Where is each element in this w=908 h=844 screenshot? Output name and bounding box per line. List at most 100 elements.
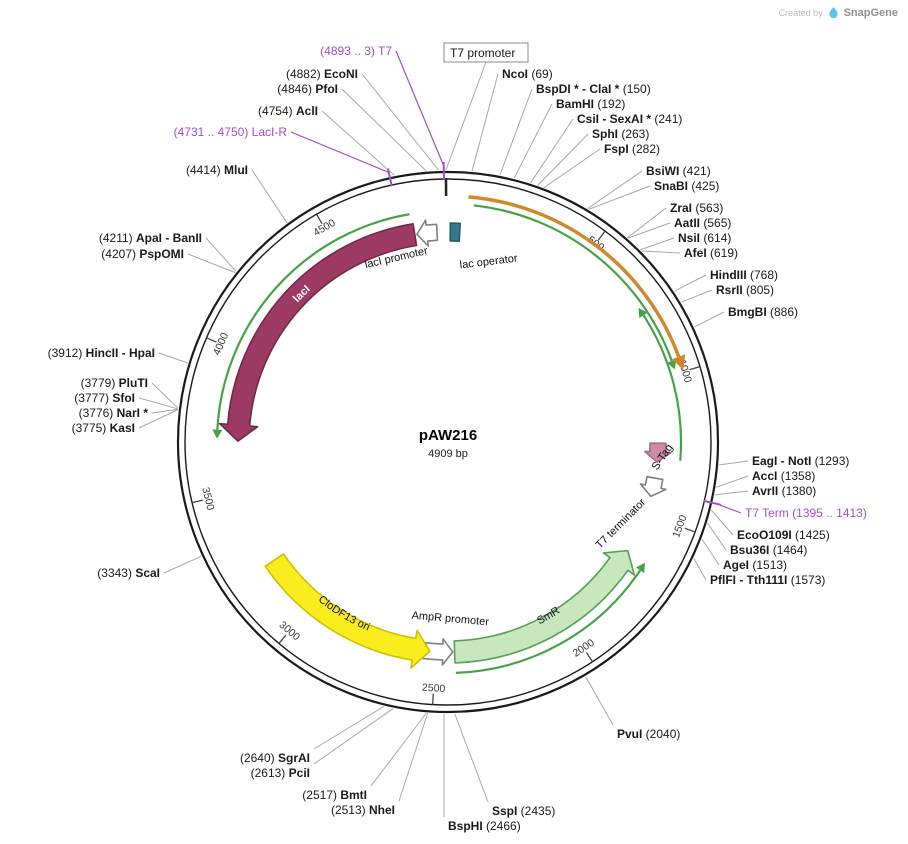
leader-sphi-263 [537,133,589,186]
leader-bsiwi-421 [587,170,643,209]
site-label-zrai-563[interactable]: ZraI (563) [670,201,723,215]
tick-label-2000: 2000 [571,637,597,660]
site-label-snabi-425[interactable]: SnaBI (425) [654,179,719,193]
backbone-inner-circle [184,178,712,706]
site-label-2640-sgrai[interactable]: (2640) SgrAI [240,751,310,765]
leader-4893-3-t7 [395,50,445,167]
site-label-3912-hincii-hpai[interactable]: (3912) HincII - HpaI [48,346,155,360]
site-label-2613-pcii[interactable]: (2613) PciI [251,766,310,780]
feature-label-ampr-promoter: AmpR promoter [411,610,490,629]
site-label-pflfi-tth111i-1573[interactable]: PflFI - Tth111I (1573) [710,573,825,587]
feature-lac-operator[interactable] [449,222,462,243]
site-label-fspi-282[interactable]: FspI (282) [604,142,660,156]
site-label-ecoo109i-1425[interactable]: EcoO109I (1425) [737,528,830,542]
feature-orf-laci-head[interactable] [212,429,223,439]
site-label-4882-econi[interactable]: (4882) EcoNI [286,67,358,81]
leader-3779-pluti [151,382,179,409]
feature-orf-forward-right-line[interactable] [473,204,673,362]
leader-bmgbi-886 [694,311,725,328]
leader-4414-mlui [251,169,288,224]
feature-orf-smr-line[interactable] [455,569,641,674]
site-label-bsphi-2466[interactable]: BspHI (2466) [448,819,521,833]
feature-s-tag[interactable] [643,442,672,463]
primer-label-4731-4750-laci-r[interactable]: (4731 .. 4750) LacI-R [174,125,288,139]
feature-label-t7-terminator: T7 terminator [594,496,649,551]
leader-t7-term-1395-1413 [716,503,742,514]
site-label-hindiii-768[interactable]: HindIII (768) [710,268,778,282]
site-label-4207-pspomi[interactable]: (4207) PspOMI [101,247,184,261]
leader-3912-hincii-hpai [158,352,188,364]
feature-orf-reverse-right-line[interactable] [642,314,683,461]
site-label-3779-pluti[interactable]: (3779) PluTI [81,376,148,390]
site-label-afei-619[interactable]: AfeI (619) [684,246,738,260]
feature-t7-terminator[interactable] [639,475,667,498]
watermark-created-by: Created by [778,8,823,18]
feature-orf-laci-line[interactable] [216,213,410,430]
site-label-rsrii-805[interactable]: RsrII (805) [716,283,774,297]
tick-4500 [315,213,323,225]
feature-orf-smr-head[interactable] [635,562,645,574]
leader-2513-nhei [398,713,429,802]
leader-avrii-1380 [714,490,749,496]
leader-ecoo109i-1425 [710,509,734,536]
leader-ncoi-69 [471,73,499,172]
site-label-csii-sexai-241[interactable]: CsiI - SexAI * (241) [577,112,682,126]
site-label-sphi-263[interactable]: SphI (263) [592,127,649,141]
site-label-4754-acli[interactable]: (4754) AclI [258,104,318,118]
site-label-t7-promoter[interactable]: T7 promoter [450,46,515,60]
tick-3000 [278,634,287,644]
site-label-eagi-noti-1293[interactable]: EagI - NotI (1293) [752,454,849,468]
leader-acci-1358 [716,475,749,488]
feature-gene-arc-orange-head[interactable] [672,354,686,370]
tick-label-3500: 3500 [199,486,216,512]
feature-laci[interactable] [218,222,418,442]
leader-bsu36i-1464 [707,522,727,551]
leader-4882-econi [361,73,439,171]
leader-pvui-2040 [585,676,614,726]
site-label-3777-sfoi[interactable]: (3777) SfoI [74,391,135,405]
site-label-bsiwi-421[interactable]: BsiWI (421) [646,164,711,178]
site-label-acci-1358[interactable]: AccI (1358) [752,469,815,483]
leader-4731-4750-laci-r [290,131,389,173]
leader-nsii-614 [640,237,675,251]
site-label-sspi-2435[interactable]: SspI (2435) [492,804,555,818]
site-label-ncoi-69[interactable]: NcoI (69) [502,67,553,81]
feature-orf-forward-right-head[interactable] [667,359,677,370]
leader-2613-pcii [313,708,394,765]
site-label-3776-nari[interactable]: (3776) NarI * [79,406,149,420]
site-label-bmgbi-886[interactable]: BmgBI (886) [728,305,798,319]
feature-clodf13-ori[interactable] [264,553,431,669]
feature-smr[interactable] [453,549,636,664]
watermark-brand: SnapGene [843,7,898,19]
site-label-4846-pfoi[interactable]: (4846) PfoI [277,82,338,96]
feature-laci-promoter[interactable] [416,219,439,247]
site-label-aatii-565[interactable]: AatII (565) [674,216,731,230]
feature-orf-reverse-right-head[interactable] [638,307,648,319]
site-label-3343-scai[interactable]: (3343) ScaI [97,566,160,580]
site-label-agei-1513[interactable]: AgeI (1513) [723,558,787,572]
primer-label-t7-term-1395-1413[interactable]: T7 Term (1395 .. 1413) [745,506,867,520]
leader-snabi-425 [588,185,651,210]
leader-t7-promoter [445,61,487,171]
site-label-pvui-2040[interactable]: PvuI (2040) [617,727,680,741]
site-label-avrii-1380[interactable]: AvrII (1380) [752,484,816,498]
leader-aatii-565 [627,222,671,239]
site-label-bsu36i-1464[interactable]: Bsu36I (1464) [730,543,807,557]
tick-2000 [585,652,594,663]
leader-bspdi-clai-150 [499,88,533,176]
site-label-4414-mlui[interactable]: (4414) MluI [186,163,248,177]
leader-agei-1513 [701,539,720,566]
feature-ampr-promoter[interactable] [422,638,454,666]
snapgene-logo-icon [829,6,838,19]
site-label-bamhi-192[interactable]: BamHI (192) [556,97,625,111]
site-label-2517-bmti[interactable]: (2517) BmtI [302,788,367,802]
primer-label-4893-3-t7[interactable]: (4893 .. 3) T7 [320,44,392,58]
site-label-nsii-614[interactable]: NsiI (614) [678,231,731,245]
feature-gene-arc-orange-line[interactable] [468,195,681,358]
site-label-2513-nhei[interactable]: (2513) NheI [331,803,395,817]
site-label-3775-kasi[interactable]: (3775) KasI [72,421,135,435]
site-label-4211-apai-banii[interactable]: (4211) ApaI - BanII [99,231,202,245]
leader-4211-apai-banii [205,237,237,272]
site-label-bspdi-clai-150[interactable]: BspDI * - ClaI * (150) [536,82,651,96]
